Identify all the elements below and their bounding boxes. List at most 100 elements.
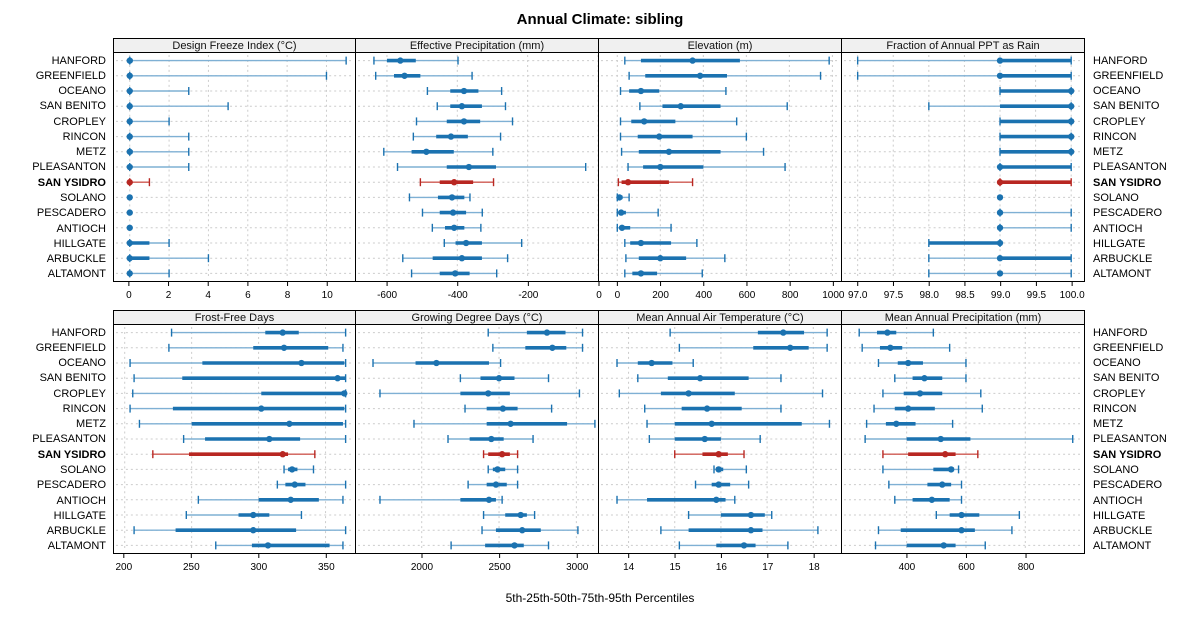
panel-header-design-freeze-index-c: Design Freeze Index (°C) xyxy=(113,38,356,53)
tick-label: 16 xyxy=(716,562,728,573)
median-dot xyxy=(286,420,293,427)
median-dot xyxy=(126,133,133,140)
median-dot xyxy=(126,72,133,79)
interval-design-freeze-index-c-hillgate xyxy=(126,239,170,247)
tick-label: 99.5 xyxy=(1027,290,1047,301)
median-dot xyxy=(126,270,133,277)
median-dot xyxy=(996,255,1004,262)
median-dot xyxy=(298,359,305,367)
interval-effective-precipitation-mm-san-benito xyxy=(436,102,507,111)
station-label: OCEANO xyxy=(1093,85,1141,98)
interval-effective-precipitation-mm-antioch xyxy=(431,223,482,232)
median-dot xyxy=(696,375,704,382)
median-dot xyxy=(498,451,506,458)
interval-frost-free-days-hanford xyxy=(170,328,347,337)
median-dot xyxy=(287,496,294,503)
median-dot xyxy=(640,118,648,125)
interval-mean-annual-air-temperature-c-arbuckle xyxy=(660,526,819,535)
interval-fraction-of-annual-ppt-as-rain-antioch xyxy=(996,223,1072,232)
median-dot xyxy=(291,481,298,488)
interval-elevation-m-greenfield xyxy=(628,71,822,80)
median-dot xyxy=(250,527,257,534)
station-label: METZ xyxy=(76,418,106,431)
station-label: PESCADERO xyxy=(1093,207,1163,220)
station-label: CROPLEY xyxy=(53,115,106,128)
median-dot xyxy=(657,163,664,171)
interval-mean-annual-precipitation-mm-solano xyxy=(882,465,960,474)
station-labels-left-band0: HANFORD GREENFIELD OCEANO SAN BENITO CROPLEY… xyxy=(0,53,113,282)
station-label: HANFORD xyxy=(1093,326,1148,339)
median-dot xyxy=(996,209,1004,216)
median-dot xyxy=(126,118,133,125)
interval-mean-annual-precipitation-mm-hillgate xyxy=(935,511,1021,519)
interval-frost-free-days-greenfield xyxy=(168,343,344,352)
station-label: ANTIOCH xyxy=(56,222,107,235)
median-dot xyxy=(250,511,257,519)
median-dot xyxy=(996,194,1004,201)
station-label: PLEASANTON xyxy=(32,161,106,174)
median-dot xyxy=(747,511,755,519)
station-label: SOLANO xyxy=(60,192,106,205)
median-dot xyxy=(126,224,133,231)
interval-frost-free-days-rincon xyxy=(129,404,347,413)
x-axis-mean-annual-air-temperature-c: 14 15 16 17 18 xyxy=(599,554,842,578)
median-dot xyxy=(485,496,493,503)
median-dot xyxy=(996,239,1004,247)
median-dot xyxy=(887,344,894,351)
panel-band-bottom: Frost-Free Days 200 250 300 350 Growing Degre… xyxy=(0,310,1200,578)
interval-effective-precipitation-mm-altamont xyxy=(410,269,498,278)
interval-mean-annual-precipitation-mm-metz xyxy=(865,419,954,428)
interval-mean-annual-precipitation-mm-arbuckle xyxy=(877,526,1013,535)
median-dot xyxy=(458,255,466,262)
interval-mean-annual-air-temperature-c-greenfield xyxy=(678,343,828,352)
tick-label: 100.0 xyxy=(1060,290,1085,301)
median-dot xyxy=(1068,118,1075,125)
median-dot xyxy=(401,72,408,79)
interval-growing-degree-days-c-hanford xyxy=(487,328,584,337)
interval-design-freeze-index-c-san-ysidro xyxy=(126,178,151,187)
panel-header-mean-annual-air-temperature-c: Mean Annual Air Temperature (°C) xyxy=(599,310,842,325)
interval-fraction-of-annual-ppt-as-rain-pleasanton xyxy=(996,163,1072,171)
station-label: SAN YSIDRO xyxy=(37,176,106,189)
median-dot xyxy=(499,405,507,412)
interval-frost-free-days-pleasanton xyxy=(182,435,347,443)
interval-effective-precipitation-mm-greenfield xyxy=(375,71,473,80)
tick-label: 2 xyxy=(166,290,172,301)
tick-label: 14 xyxy=(623,562,635,573)
station-label: PLEASANTON xyxy=(32,433,106,446)
station-label: GREENFIELD xyxy=(1093,341,1164,354)
median-dot xyxy=(996,179,1004,186)
interval-design-freeze-index-c-pleasanton xyxy=(126,163,190,171)
station-label: ALTAMONT xyxy=(47,268,106,281)
median-dot xyxy=(126,194,133,201)
median-dot xyxy=(279,329,286,336)
panel-plot-growing-degree-days-c xyxy=(356,325,599,554)
interval-elevation-m-oceano xyxy=(619,87,727,95)
interval-frost-free-days-metz xyxy=(138,419,347,428)
station-label: PESCADERO xyxy=(36,207,106,220)
interval-mean-annual-air-temperature-c-metz xyxy=(646,419,831,428)
panel-header-mean-annual-precipitation-mm: Mean Annual Precipitation (mm) xyxy=(842,310,1085,325)
tick-label: 800 xyxy=(782,290,799,301)
interval-mean-annual-air-temperature-c-hanford xyxy=(669,328,828,337)
tick-label: 400 xyxy=(695,290,712,301)
interval-frost-free-days-altamont xyxy=(215,541,344,550)
tick-label: 3000 xyxy=(566,562,589,573)
station-label: HILLGATE xyxy=(53,509,106,522)
interval-design-freeze-index-c-rincon xyxy=(126,132,190,141)
panel-plot-mean-annual-air-temperature-c xyxy=(599,325,842,554)
interval-fraction-of-annual-ppt-as-rain-altamont xyxy=(928,269,1072,278)
panel-plot-frost-free-days xyxy=(113,325,356,554)
station-label: CROPLEY xyxy=(1093,387,1146,400)
interval-fraction-of-annual-ppt-as-rain-san-benito xyxy=(928,102,1075,111)
station-label: ALTAMONT xyxy=(47,540,106,553)
median-dot xyxy=(126,255,133,262)
station-label: RINCON xyxy=(62,130,106,143)
median-dot xyxy=(893,420,900,427)
interval-frost-free-days-pescadero xyxy=(276,480,347,489)
station-label: ANTIOCH xyxy=(1093,494,1143,507)
interval-elevation-m-hanford xyxy=(624,56,830,65)
tick-label: 97.0 xyxy=(848,290,868,301)
interval-mean-annual-air-temperature-c-altamont xyxy=(678,541,789,550)
median-dot xyxy=(126,87,133,95)
